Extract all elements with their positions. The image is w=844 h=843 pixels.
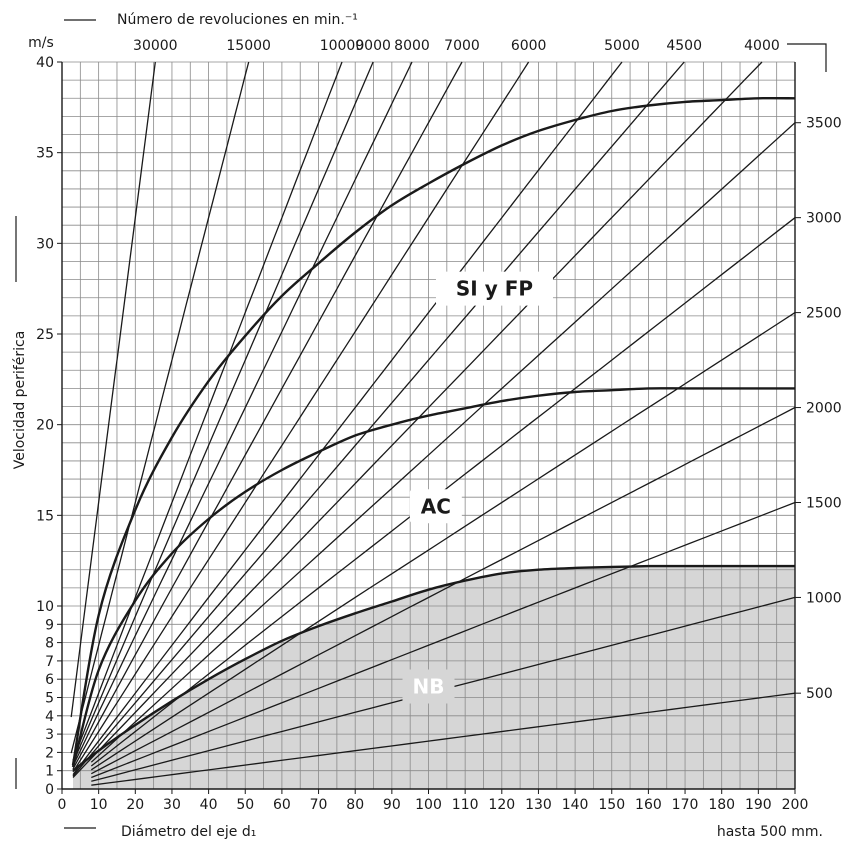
x-tick-label: 20 [126, 797, 144, 813]
rpm-line-7000 [72, 61, 463, 770]
rpm-label-6000: 6000 [511, 38, 547, 54]
top-axis-title: Número de revoluciones en min.⁻¹ [117, 12, 358, 28]
rpm-line-9000 [72, 61, 374, 764]
x-tick-label: 130 [525, 797, 552, 813]
rpm-label-4000: 4000 [744, 38, 780, 54]
limit-curve-si-y-fp [71, 96, 796, 766]
y-tick-label: 3 [45, 727, 54, 743]
y-tick-label: 0 [45, 782, 54, 798]
x-tick-label: 200 [782, 797, 809, 813]
rpm-line-4500 [72, 61, 685, 777]
rpm-line-3500 [90, 122, 796, 763]
x-tick-label: 160 [635, 797, 662, 813]
rpm-label-7000: 7000 [444, 38, 480, 54]
y-tick-label: 30 [36, 236, 54, 252]
rpm-line-5000 [72, 61, 623, 775]
rpm-label-2500: 2500 [806, 306, 842, 322]
limit-curve-nb [72, 564, 796, 772]
y-tick-label: 9 [45, 617, 54, 633]
y-tick-label: 15 [36, 508, 54, 524]
y-tick-label: 5 [45, 691, 54, 707]
x-tick-label: 10 [90, 797, 108, 813]
x-tick-label: 120 [488, 797, 515, 813]
limit-curves-layer [71, 96, 796, 772]
rpm-label-15000: 15000 [226, 38, 271, 54]
y-unit-label: m/s [28, 35, 54, 51]
rpm-label-2000: 2000 [806, 401, 842, 417]
y-tick-label: 1 [45, 764, 54, 780]
rpm-line-2000 [90, 406, 796, 775]
x-axis-note: hasta 500 mm. [717, 824, 823, 840]
region-label-box [402, 669, 455, 704]
region-label-ac: AC [421, 494, 451, 518]
rpm-label-3000: 3000 [806, 211, 842, 227]
x-tick-label: 0 [58, 797, 67, 813]
rpm-label-8000: 8000 [394, 38, 430, 54]
x-tick-label: 190 [745, 797, 772, 813]
x-axis-title: Diámetro del eje d₁ [121, 824, 256, 840]
region-label-box [435, 271, 553, 306]
x-tick-label: 50 [236, 797, 254, 813]
rpm-line-1500 [91, 501, 796, 779]
rpm-line-500 [91, 692, 796, 786]
rpm-label-9000: 9000 [355, 38, 391, 54]
y-tick-label: 10 [36, 599, 54, 615]
x-tick-label: 170 [672, 797, 699, 813]
x-tick-label: 110 [452, 797, 479, 813]
rpm-label-30000: 30000 [133, 38, 178, 54]
x-tick-label: 180 [708, 797, 735, 813]
region-label-nb: NB [413, 675, 445, 699]
y-tick-label: 35 [36, 146, 54, 162]
top-right-bracket [787, 43, 827, 72]
rpm-line-10000 [72, 61, 343, 761]
rpm-label-500: 500 [806, 686, 833, 702]
rpm-line-6000 [72, 61, 530, 773]
axes-layer [15, 19, 827, 829]
x-tick-label: 90 [383, 797, 401, 813]
x-tick-label: 70 [310, 797, 328, 813]
rpm-line-8000 [72, 61, 413, 767]
limit-curve-ac [71, 387, 795, 768]
x-tick-label: 80 [346, 797, 364, 813]
y-tick-label: 25 [36, 327, 54, 343]
y-tick-label: 2 [45, 745, 54, 761]
y-tick-label: 20 [36, 418, 54, 434]
y-tick-label: 6 [45, 672, 54, 688]
x-tick-label: 60 [273, 797, 291, 813]
y-tick-label: 40 [36, 55, 54, 71]
x-tick-label: 140 [562, 797, 589, 813]
rpm-label-5000: 5000 [604, 38, 640, 54]
y-tick-label: 8 [45, 636, 54, 652]
rpm-label-3500: 3500 [806, 116, 842, 132]
y-tick-label: 7 [45, 654, 54, 670]
region-label-si-y-fp: SI y FP [456, 277, 533, 301]
rpm-label-1000: 1000 [806, 590, 842, 606]
x-tick-label: 30 [163, 797, 181, 813]
y-tick-label: 4 [45, 709, 54, 725]
rpm-label-10000: 10000 [320, 38, 365, 54]
rpm-label-1500: 1500 [806, 495, 842, 511]
rpm-label-4500: 4500 [666, 38, 702, 54]
rpm-line-30000 [70, 61, 156, 718]
y-axis-title: Velocidad periférica [12, 331, 28, 470]
x-tick-label: 40 [200, 797, 218, 813]
region-label-box [409, 489, 462, 524]
x-tick-label: 100 [415, 797, 442, 813]
rpm-line-15000 [70, 61, 250, 754]
x-tick-label: 150 [598, 797, 625, 813]
